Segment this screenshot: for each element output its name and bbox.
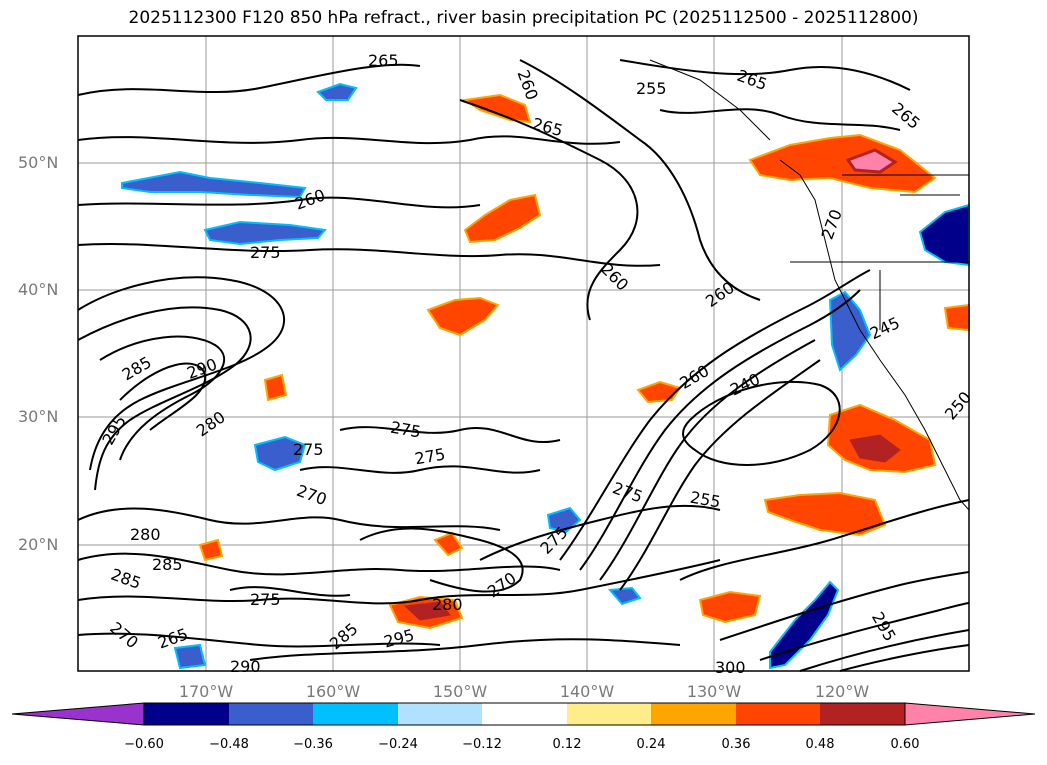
pos-anomaly-small-b xyxy=(198,538,224,562)
colorbar xyxy=(11,702,1036,726)
colorbar-bin xyxy=(229,703,313,725)
colorbar-tick-label: 0.24 xyxy=(636,737,666,752)
colorbar-bin xyxy=(567,703,651,725)
contour-label-group: 265 260 265 265 255 260 265 270 275 260 … xyxy=(98,51,975,677)
lat-label-50n: 50°N xyxy=(18,153,59,172)
neg-anomaly-california xyxy=(828,290,872,372)
colorbar-bin xyxy=(736,703,820,725)
neg-anomaly-north-pacific xyxy=(203,220,327,246)
neg-anomaly-gulf-alaska xyxy=(121,170,307,199)
pos-anomaly-west-core xyxy=(403,601,451,621)
colorbar-bin xyxy=(651,703,736,725)
lon-label-140w: 140°W xyxy=(559,682,615,701)
lat-label-30n: 30°N xyxy=(18,407,59,426)
colorbar-bin xyxy=(820,703,905,725)
neg-anomaly-east-sw xyxy=(769,580,840,670)
contour-label: 275 xyxy=(250,590,281,609)
colorbar-bin xyxy=(313,703,398,725)
coastlines xyxy=(649,59,970,511)
pos-anomaly-itcz xyxy=(698,590,762,624)
contour-label: 280 xyxy=(130,525,161,544)
colorbar-tick-label: 0.60 xyxy=(890,737,920,752)
contour-label: 255 xyxy=(636,79,667,98)
pos-anomaly-baja-core xyxy=(849,434,901,463)
lon-label-150w: 150°W xyxy=(432,682,488,701)
map-title: 2025112300 F120 850 hPa refract., river … xyxy=(128,8,919,28)
colorbar-bin xyxy=(398,703,482,725)
lon-label-120w: 120°W xyxy=(814,682,870,701)
colorbar-tick-label: −0.24 xyxy=(378,737,418,752)
contour-label: 300 xyxy=(715,658,746,677)
contour-label: 275 xyxy=(293,440,324,459)
lon-label-130w: 130°W xyxy=(686,682,742,701)
neg-anomaly-tropic xyxy=(607,586,642,606)
colorbar-tick-label: −0.60 xyxy=(124,737,164,752)
pos-anomaly-bc-coast xyxy=(748,133,937,194)
colorbar-tick-label: −0.12 xyxy=(462,737,502,752)
colorbar-tick-label: −0.36 xyxy=(293,737,333,752)
lon-label-170w: 170°W xyxy=(178,682,234,701)
neg-anomaly-sw-small xyxy=(173,643,207,670)
neg-anomaly-bering xyxy=(316,82,358,101)
contour-label: 280 xyxy=(432,595,463,614)
colorbar-bin xyxy=(482,703,567,725)
colorbar-extend-max xyxy=(904,702,1036,726)
pos-anomaly-bc-core xyxy=(845,148,898,174)
pos-anomaly-mid-north xyxy=(463,193,542,244)
lat-label-40n: 40°N xyxy=(18,280,59,299)
colorbar-tick-label: 0.36 xyxy=(721,737,751,752)
pos-anomaly-mid-pacific xyxy=(426,296,500,337)
precip-shading xyxy=(121,82,970,670)
colorbar-tick-label: −0.48 xyxy=(209,737,249,752)
contour-label: 290 xyxy=(230,657,261,676)
lon-label-160w: 160°W xyxy=(305,682,361,701)
contour-label: 285 xyxy=(152,555,183,574)
colorbar-tick-label: 0.48 xyxy=(805,737,835,752)
contour-label: 265 xyxy=(368,51,399,70)
pos-anomaly-alaska xyxy=(462,93,532,124)
neg-anomaly-central xyxy=(253,435,307,472)
pos-anomaly-tropic-east xyxy=(763,491,887,537)
colorbar-extend-min xyxy=(11,702,145,726)
lat-label-20n: 20°N xyxy=(18,535,59,554)
pos-anomaly-hawaii-east xyxy=(433,531,464,557)
refractivity-contours xyxy=(77,59,970,672)
contour-label: 275 xyxy=(250,243,281,262)
pos-anomaly-coast-so-cal xyxy=(943,303,970,332)
colorbar-bin xyxy=(144,703,229,725)
colorbar-tick-label: 0.12 xyxy=(552,737,582,752)
pos-anomaly-small-a xyxy=(263,373,288,402)
